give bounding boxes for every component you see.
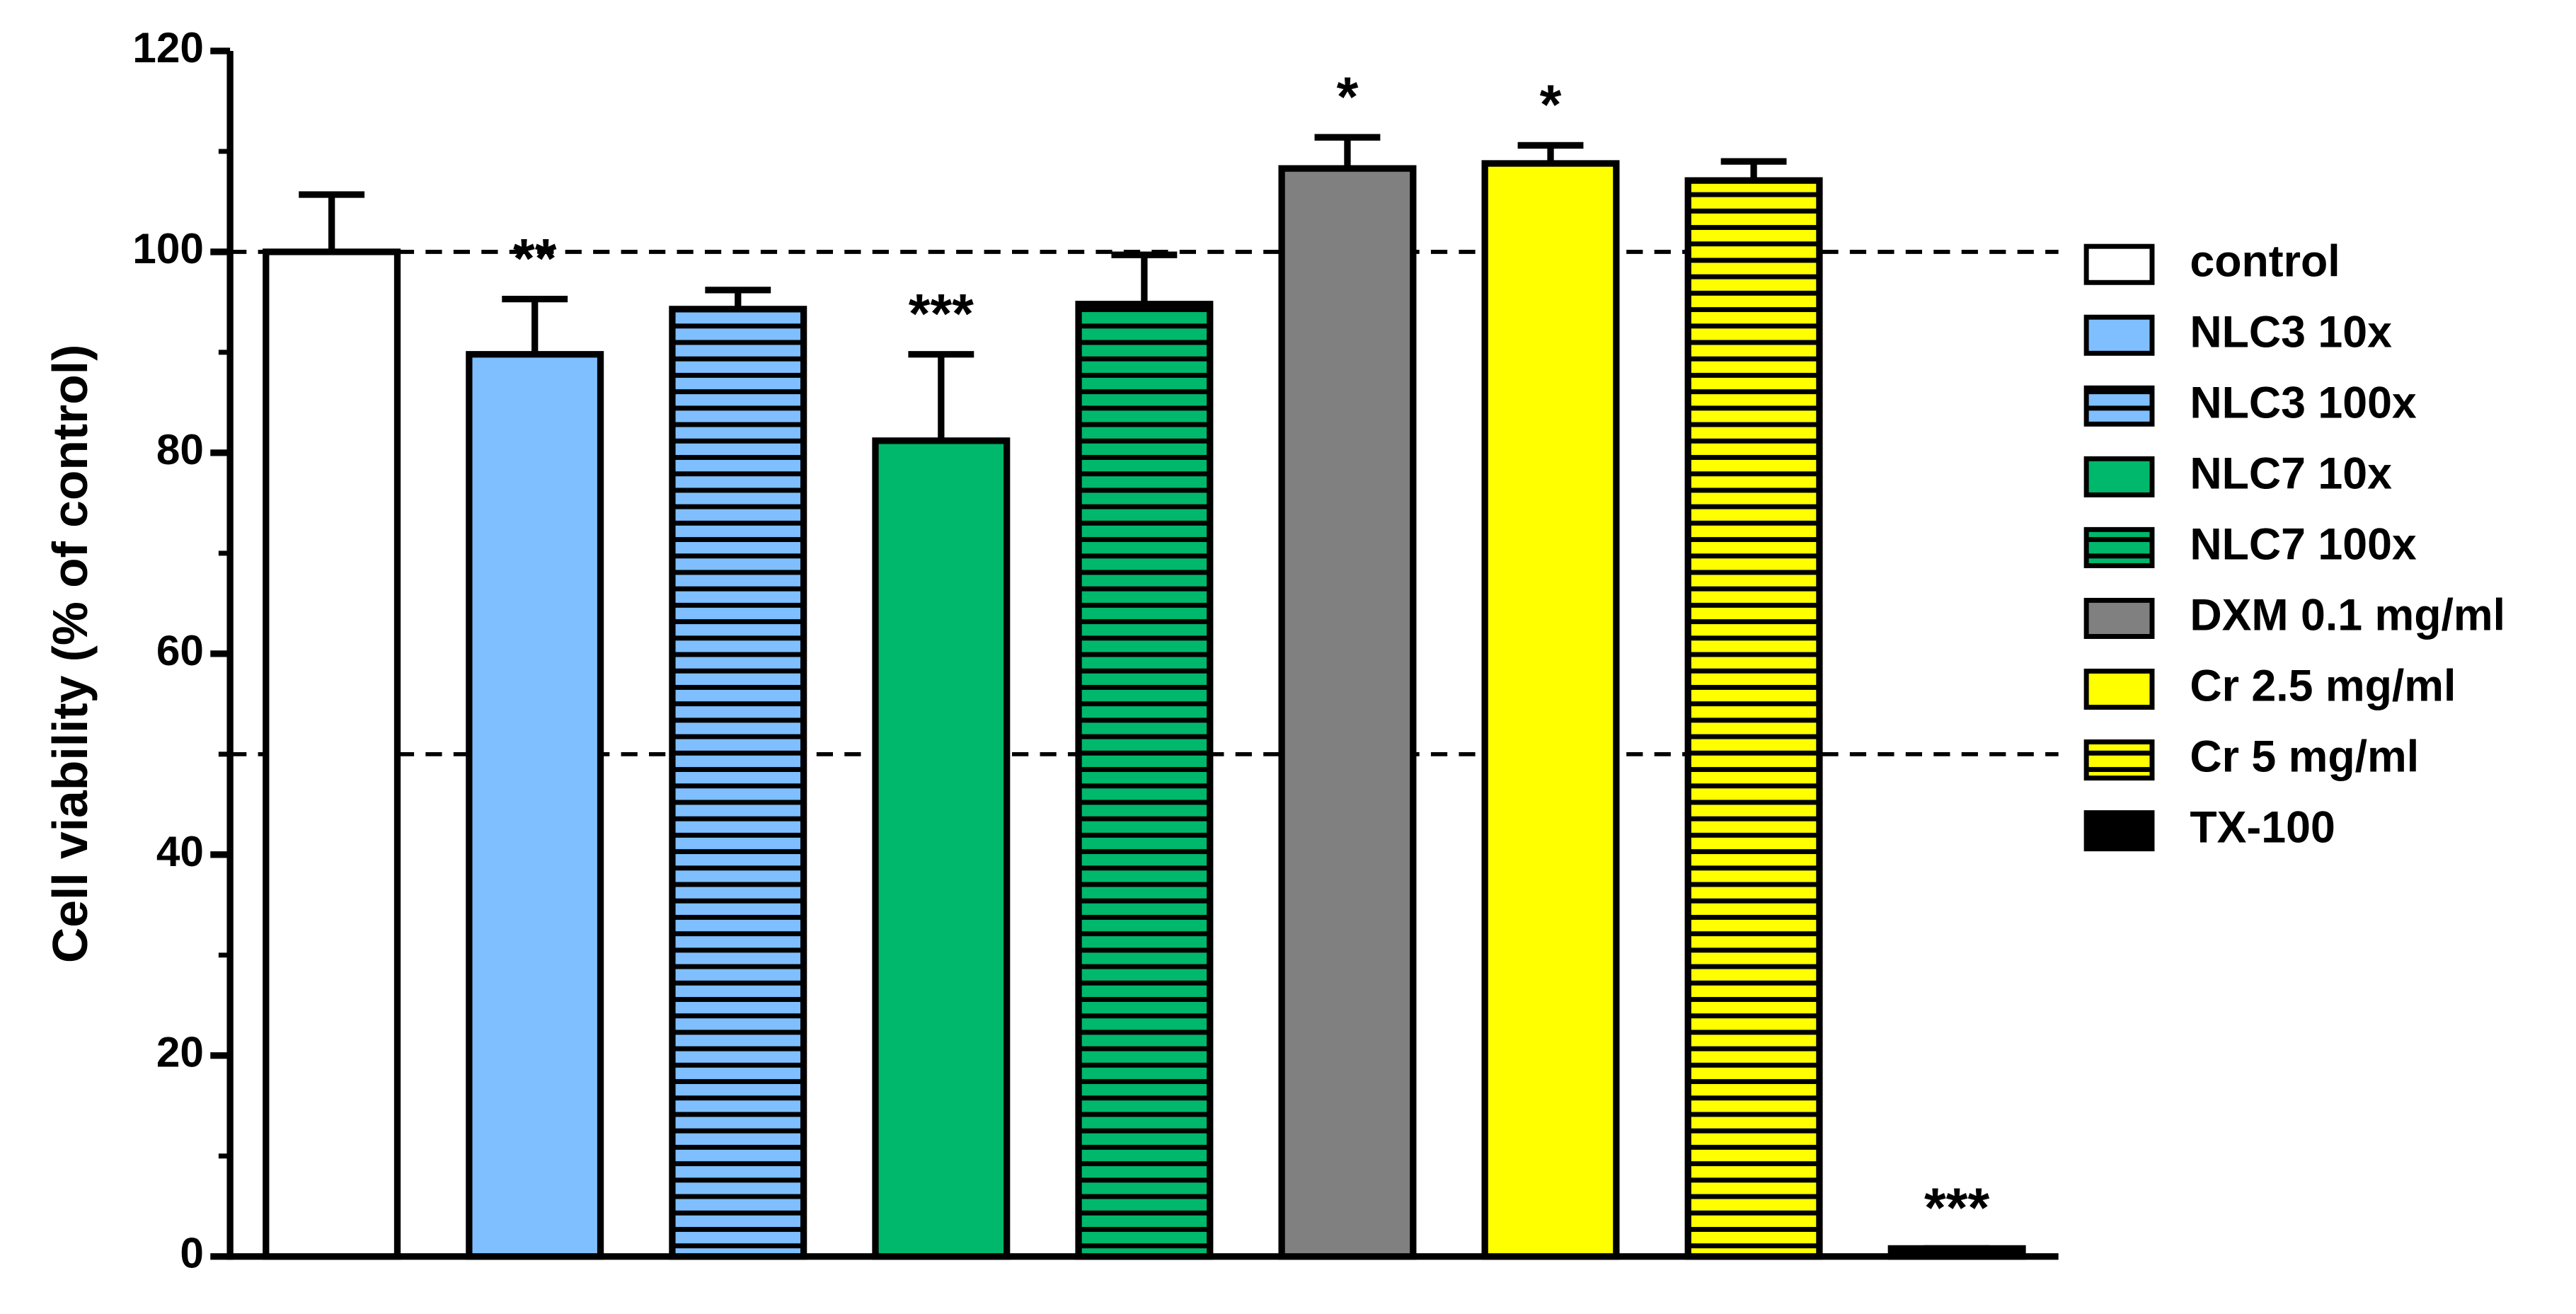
legend-swatch — [2083, 810, 2155, 852]
legend-swatch — [2083, 243, 2155, 285]
legend-swatch — [2083, 526, 2155, 568]
legend-swatch — [2083, 385, 2155, 427]
legend-label: DXM 0.1 mg/ml — [2190, 591, 2505, 640]
legend-label: control — [2190, 236, 2340, 286]
bar — [669, 306, 807, 1260]
significance-label: * — [1540, 74, 1562, 136]
error-bar — [502, 296, 568, 355]
y-tick-label: 40 — [156, 827, 204, 875]
y-tick-label: 100 — [132, 224, 204, 272]
bar — [263, 248, 401, 1260]
y-tick-label: 20 — [156, 1028, 204, 1076]
y-axis-label: Cell viability (% of control) — [42, 345, 98, 963]
y-tick-label: 120 — [132, 23, 204, 71]
legend-swatch — [2083, 456, 2155, 497]
error-bar — [299, 191, 365, 252]
y-tick-label: 60 — [156, 626, 204, 674]
legend-label: NLC3 10x — [2190, 307, 2392, 357]
legend-swatch — [2083, 739, 2155, 781]
legend-label: NLC7 100x — [2190, 519, 2417, 569]
bar — [872, 437, 1011, 1260]
legend-swatch — [2083, 597, 2155, 639]
bar — [1481, 160, 1620, 1260]
significance-label: * — [1337, 66, 1359, 128]
bar — [1278, 165, 1417, 1260]
error-bar — [1111, 251, 1178, 304]
significance-label: *** — [909, 283, 974, 345]
error-bar — [908, 351, 974, 441]
bar — [1684, 177, 1823, 1260]
legend-label: Cr 5 mg/ml — [2190, 732, 2419, 782]
legend-label: Cr 2.5 mg/ml — [2190, 662, 2456, 711]
legend-swatch — [2083, 314, 2155, 356]
legend-swatch — [2083, 668, 2155, 710]
legend-label: NLC7 10x — [2190, 449, 2392, 498]
significance-label: ** — [513, 227, 557, 289]
significance-label: *** — [1924, 1177, 1989, 1239]
legend-label: NLC3 100x — [2190, 378, 2417, 427]
bar — [466, 351, 604, 1260]
bar — [1887, 1245, 2026, 1260]
y-tick-label: 0 — [180, 1229, 204, 1277]
y-tick-label: 80 — [156, 425, 204, 473]
bar — [1075, 301, 1214, 1260]
error-bar — [1314, 134, 1381, 169]
legend-label: TX-100 — [2190, 803, 2335, 853]
